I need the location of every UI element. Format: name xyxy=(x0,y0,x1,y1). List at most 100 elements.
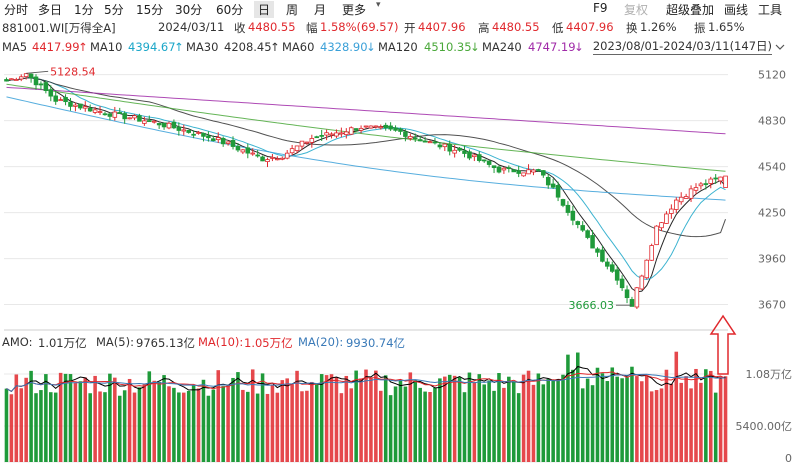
candle-body xyxy=(171,121,177,129)
vol-ma10-value: 1.05万亿 xyxy=(244,336,293,350)
period-tab-30min[interactable]: 30分 xyxy=(175,3,203,17)
candle-body xyxy=(659,222,664,229)
period-tab-month[interactable]: 月 xyxy=(314,3,327,17)
candle-body xyxy=(363,125,369,128)
candle-body xyxy=(63,96,68,103)
price-tick-label: 3670 xyxy=(758,299,786,312)
candle-body xyxy=(437,144,443,148)
volume-bar xyxy=(300,391,304,462)
ma60-value: 4328.90 xyxy=(320,40,368,54)
overlay-button[interactable]: 超级叠加 xyxy=(666,3,715,17)
volume-bar xyxy=(167,386,171,462)
volume-bar xyxy=(265,393,270,462)
ma30-arrow-icon: ↑ xyxy=(270,40,280,54)
candle-body xyxy=(353,128,359,131)
volume-bar xyxy=(383,375,388,462)
candle-body xyxy=(127,117,132,120)
volume-bar xyxy=(723,376,728,462)
high-annotation: 5128.54 xyxy=(50,65,96,78)
candle-body xyxy=(92,109,98,113)
period-tab-day[interactable]: 日 xyxy=(254,1,275,18)
change-label: 幅 xyxy=(306,21,318,35)
volume-bar xyxy=(157,381,161,462)
period-tab-15min[interactable]: 15分 xyxy=(136,3,164,17)
candle-body xyxy=(142,120,147,124)
candle-body xyxy=(649,245,654,261)
candle-body xyxy=(511,169,517,173)
volume-ma5-line xyxy=(6,365,726,393)
candle-body xyxy=(314,136,320,139)
volume-bar xyxy=(379,390,383,462)
candle-body xyxy=(270,157,275,159)
candle-body xyxy=(304,141,310,144)
draw-line-button[interactable]: 画线 xyxy=(724,3,749,17)
candle-body xyxy=(220,137,226,145)
volume-bar xyxy=(674,351,679,462)
candle-body xyxy=(14,79,19,81)
candle-body xyxy=(43,82,49,92)
vol-ma20-label: MA(20): xyxy=(298,335,344,349)
volume-bar xyxy=(620,378,624,462)
volume-bar xyxy=(127,378,132,462)
period-tab-week[interactable]: 周 xyxy=(286,3,299,17)
tools-button[interactable]: 工具 xyxy=(758,3,783,17)
volume-bar xyxy=(684,376,688,462)
volume-bar xyxy=(649,391,654,462)
volume-bar xyxy=(108,373,112,462)
volume-bar xyxy=(58,372,63,462)
candle-body xyxy=(181,129,187,132)
date-range-selector[interactable]: 2023/08/01-2024/03/11(147日) xyxy=(592,38,772,55)
volume-bar xyxy=(246,391,250,462)
candle-body xyxy=(97,111,103,113)
volume-bar xyxy=(452,375,457,462)
candle-body xyxy=(299,140,305,147)
candle-body xyxy=(472,154,477,158)
volume-bar xyxy=(423,391,427,462)
candle-body xyxy=(629,299,635,307)
candle-body xyxy=(87,107,93,112)
ma30-value: 4208.45 xyxy=(224,40,272,54)
candle-body xyxy=(166,122,172,129)
ma5-label: MA5 xyxy=(2,40,28,54)
volume-bar xyxy=(147,371,152,462)
volume-bar xyxy=(551,379,555,462)
candle-body xyxy=(201,132,206,137)
chevron-down-icon[interactable]: ▾ xyxy=(376,0,381,10)
candle-body xyxy=(388,125,393,130)
period-tab-multiday[interactable]: 多日 xyxy=(38,3,63,17)
f9-button[interactable]: F9 xyxy=(593,1,608,15)
candle-body xyxy=(275,158,280,161)
period-toolbar: 分时 多日 1分 5分 15分 30分 60分 日 周 月 更多 ▾ F9 复权… xyxy=(0,0,796,18)
period-tab-5min[interactable]: 5分 xyxy=(104,3,124,17)
volume-bar xyxy=(93,375,97,462)
volume-bar xyxy=(605,381,610,462)
ma5-line xyxy=(6,76,726,293)
volume-ma-lines xyxy=(6,365,726,393)
turnover-label: 换 xyxy=(626,21,638,35)
volume-bar xyxy=(713,392,718,462)
candle-body xyxy=(235,145,241,151)
candle-body xyxy=(280,157,285,160)
period-tab-more[interactable]: 更多 xyxy=(342,3,367,17)
period-tab-timeshare[interactable]: 分时 xyxy=(4,3,29,17)
range-dropdown-icon[interactable] xyxy=(775,42,785,52)
amo-value: 1.01万亿 xyxy=(38,336,87,350)
close-label: 收 xyxy=(234,21,246,35)
candle-body xyxy=(678,196,684,203)
chart-grid xyxy=(4,74,728,463)
low-value: 4407.96 xyxy=(566,20,614,34)
period-tab-60min[interactable]: 60分 xyxy=(216,3,244,17)
open-value: 4407.96 xyxy=(418,20,466,34)
volume-bar xyxy=(492,390,496,462)
volume-bar xyxy=(610,367,615,462)
volume-bar xyxy=(314,384,319,462)
volume-bar xyxy=(507,376,511,462)
candle-body xyxy=(541,170,546,176)
volume-bar xyxy=(24,377,28,462)
candle-body xyxy=(422,140,428,143)
volume-bar xyxy=(374,370,378,462)
period-tab-1min[interactable]: 1分 xyxy=(74,3,94,17)
volume-bar xyxy=(329,374,334,462)
volume-bar xyxy=(704,369,708,462)
volume-bar xyxy=(285,378,289,462)
